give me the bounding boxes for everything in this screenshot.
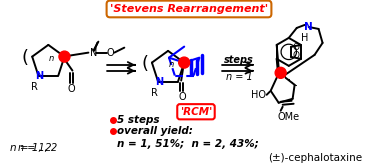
Circle shape: [59, 51, 70, 62]
Text: R: R: [151, 88, 158, 98]
Text: (: (: [22, 49, 29, 67]
Text: n: n: [49, 54, 54, 63]
Text: n = 1, 2: n = 1, 2: [11, 143, 52, 153]
Text: n = 1, 2: n = 1, 2: [19, 143, 58, 153]
Circle shape: [275, 67, 286, 78]
Text: N: N: [155, 77, 163, 87]
Text: n = 1, 51%;  n = 2, 43%;: n = 1, 51%; n = 2, 43%;: [117, 139, 259, 149]
Text: N: N: [304, 22, 313, 32]
Text: 'RCM': 'RCM': [180, 107, 212, 117]
Text: HO: HO: [251, 90, 266, 100]
Text: O: O: [68, 83, 75, 93]
Text: 'Stevens Rearrangement': 'Stevens Rearrangement': [110, 4, 268, 14]
Text: overall yield:: overall yield:: [117, 126, 193, 136]
Text: H: H: [301, 33, 308, 43]
Text: N: N: [35, 71, 43, 81]
Text: O: O: [292, 43, 299, 52]
Text: (±)-cephalotaxine: (±)-cephalotaxine: [268, 153, 362, 163]
Text: O: O: [292, 51, 299, 60]
Text: n = 1: n = 1: [226, 72, 252, 82]
Text: O: O: [178, 92, 186, 102]
Text: OMe: OMe: [277, 112, 300, 122]
Text: steps: steps: [224, 55, 254, 65]
Text: n: n: [169, 60, 174, 69]
Text: (: (: [141, 55, 149, 73]
Text: O: O: [107, 48, 114, 58]
Text: N: N: [90, 48, 97, 58]
Text: 5 steps: 5 steps: [117, 115, 160, 125]
Text: R: R: [31, 82, 38, 92]
Circle shape: [179, 57, 190, 68]
